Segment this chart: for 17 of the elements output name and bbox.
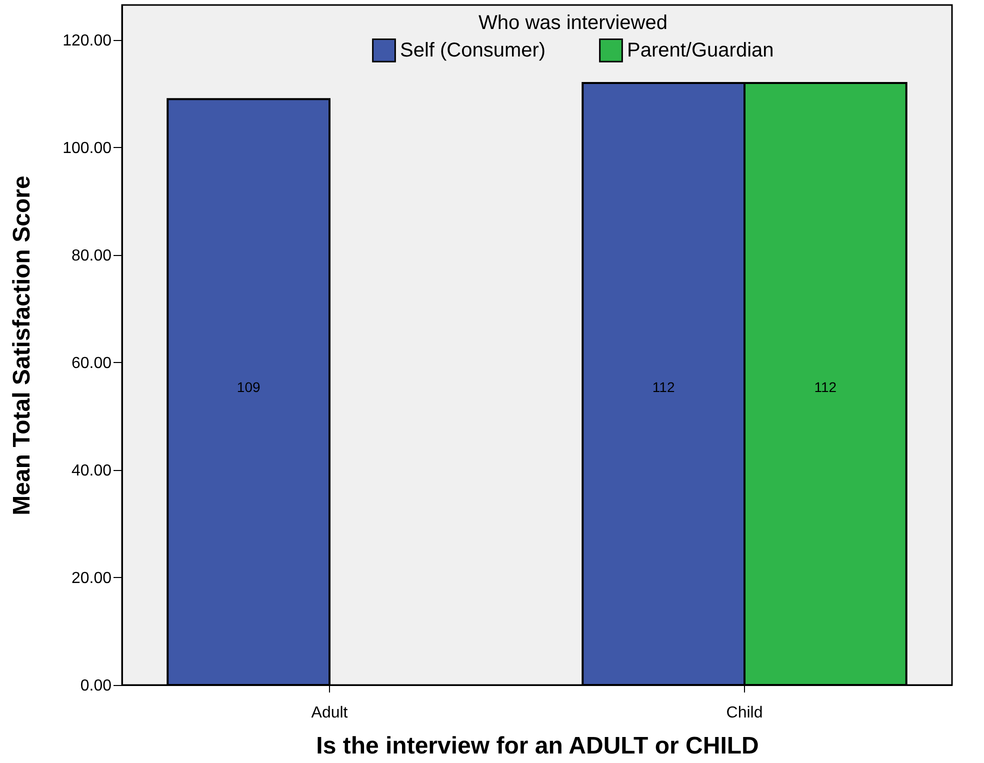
y-tick-label: 60.00: [71, 354, 112, 372]
y-tick-label: 120.00: [62, 32, 112, 50]
legend-label: Parent/Guardian: [627, 39, 774, 62]
x-tick-label: Adult: [311, 704, 348, 722]
y-tick-label: 20.00: [71, 570, 112, 587]
y-axis-title: Mean Total Satisfaction Score: [8, 176, 36, 516]
data-label: 109: [236, 379, 260, 396]
data-label: 112: [652, 379, 675, 396]
x-tick-label: Child: [726, 704, 763, 722]
x-axis-title: Is the interview for an ADULT or CHILD: [316, 732, 759, 760]
data-label: 112: [814, 379, 837, 396]
legend-label: Self (Consumer): [400, 39, 546, 62]
y-tick-label: 80.00: [71, 247, 112, 264]
y-tick-label: 100.00: [62, 140, 112, 157]
y-tick-label: 40.00: [71, 462, 112, 480]
legend-title: Who was interviewed: [478, 12, 668, 34]
y-tick-label: 0.00: [80, 678, 112, 694]
